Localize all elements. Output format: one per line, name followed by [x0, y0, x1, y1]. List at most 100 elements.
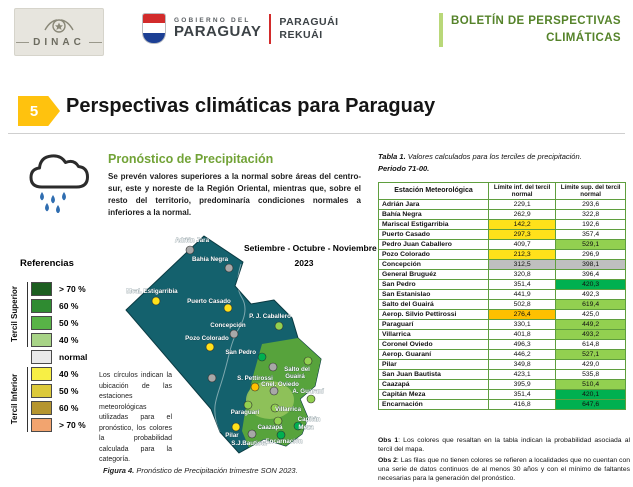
legend-swatch	[31, 418, 52, 432]
table-header-row: Estación Meteorológica Límite inf. del t…	[378, 181, 626, 201]
limit-sup-cell: 619,4	[555, 299, 626, 311]
station-dot-cnel-oviedo	[269, 386, 279, 396]
limit-sup-cell: 425,0	[555, 309, 626, 321]
limit-sup-cell: 296,9	[555, 249, 626, 261]
limit-sup-cell: 357,4	[555, 229, 626, 241]
obs2-text: : Las filas que no tienen colores se ref…	[378, 457, 631, 483]
station-label: Encarnación	[265, 438, 302, 445]
station-name-cell: Pozo Colorado	[378, 249, 489, 261]
station-name-cell: San Pedro	[378, 279, 489, 291]
dinac-label: DINAC	[33, 36, 85, 48]
station-name-cell: Caazapá	[378, 379, 489, 391]
dinac-rule-right	[88, 41, 102, 43]
table-row: Aerop. Guaraní 446,2 527,1	[378, 349, 626, 361]
limit-sup-cell: 527,1	[555, 349, 626, 361]
legend-item: normal	[31, 350, 87, 364]
station-dot-gral-bruguez	[207, 373, 217, 383]
limit-inf-cell: 446,2	[487, 349, 557, 361]
station-name-cell: Salto del Guairá	[378, 299, 489, 311]
gov-line-big: PARAGUAY	[174, 22, 262, 40]
above-normal-light-patch	[246, 381, 294, 419]
dinac-emblem-icon	[44, 18, 74, 33]
legend-item: > 70 %	[31, 282, 87, 296]
limit-inf-cell: 330,1	[487, 319, 557, 331]
station-name-cell: Pedro Juan Caballero	[378, 239, 489, 251]
station-label: Pilar	[225, 432, 239, 439]
gov-right-line2: REKUÁI	[279, 28, 323, 41]
table-row: Pozo Colorado 212,3 296,9	[378, 249, 626, 261]
station-name-cell: San Juan Bautista	[378, 369, 489, 381]
table-row: Coronel Oviedo 496,3 614,8	[378, 339, 626, 351]
limit-inf-cell: 351,4	[487, 279, 557, 291]
title-divider	[8, 133, 625, 134]
station-dot-mcal-estigarribia	[151, 296, 161, 306]
obs1-label: Obs 1	[378, 437, 399, 444]
station-label: Puerto Casado	[187, 298, 231, 305]
header-limit-sup: Límite sup. del tercil normal	[555, 181, 626, 201]
obs2-label: Obs 2	[378, 457, 397, 464]
legend-label: 60 %	[59, 403, 79, 413]
gov-line-small: GOBIERNO DEL	[174, 16, 251, 24]
station-dot-encarnacion	[276, 430, 286, 440]
legend-label: 60 %	[59, 301, 79, 311]
station-name-cell: Encarnación	[378, 399, 489, 411]
table-row: Puerto Casado 297,3 357,4	[378, 229, 626, 241]
limit-sup-cell: 510,4	[555, 379, 626, 391]
stations-layer: Adrián Jara Bahía Negra Mcal. Estigarribia…	[126, 237, 324, 448]
table-row: Pedro Juan Caballero 409,7 529,1	[378, 239, 626, 251]
tercil-inferior-label: Tercil Inferior	[10, 373, 19, 425]
table-row: Caazapá 395,9 510,4	[378, 379, 626, 391]
station-name-cell: Capitán Meza	[378, 389, 489, 401]
station-label: Salto del	[284, 366, 310, 373]
legend-swatch	[31, 333, 52, 347]
station-label: Adrián Jara	[175, 237, 210, 244]
limit-sup-cell: 398,1	[555, 259, 626, 271]
precipitation-terciles-table: Estación Meteorológica Límite inf. del t…	[378, 181, 626, 411]
tercil-inferior-axis-line	[27, 367, 28, 432]
legend-swatch	[31, 282, 52, 296]
station-dot-concepcion	[229, 329, 239, 339]
limit-inf-cell: 502,8	[487, 299, 557, 311]
table-row: Salto del Guairá 502,8 619,4	[378, 299, 626, 311]
limit-inf-cell: 423,1	[487, 369, 557, 381]
legend-label: 40 %	[59, 369, 79, 379]
station-label: Villarrica	[275, 406, 302, 413]
station-label: Caazapá	[257, 424, 283, 431]
forecast-body: Se prevén valores superiores a la normal…	[108, 172, 361, 217]
station-name-cell: Adrián Jara	[378, 199, 489, 211]
legend-item: 40 %	[31, 367, 87, 381]
station-dot-pilar	[231, 422, 241, 432]
station-dot-salto-del-guaira	[303, 356, 313, 366]
station-name-cell: Paraguarí	[378, 319, 489, 331]
station-dot-pedro-juan-caballero	[274, 321, 284, 331]
dinac-logo: DINAC	[14, 8, 104, 56]
station-dot-paraguari	[243, 400, 253, 410]
limit-sup-cell: 396,4	[555, 269, 626, 281]
station-name-cell: Puerto Casado	[378, 229, 489, 241]
paraguay-flag-shield-icon	[142, 13, 166, 44]
legend-swatch	[31, 401, 52, 415]
section-number-badge: 5	[18, 96, 60, 126]
bulletin-title: BOLETÍN DE PERSPECTIVAS CLIMÁTICAS	[438, 13, 621, 48]
table-row: Villarrica 401,8 493,2	[378, 329, 626, 341]
limit-sup-cell: 647,6	[555, 399, 626, 411]
table-caption-number: Tabla 1.	[378, 152, 406, 161]
station-dot-aerop-silvio-pettirossi	[250, 382, 260, 392]
forecast-heading: Pronóstico de Precipitación	[108, 152, 274, 166]
period-months: Setiembre - Octubre - Noviembre	[244, 243, 377, 253]
station-label: S. Pettirossi	[237, 375, 273, 382]
station-label: P. J. Caballero	[249, 313, 291, 320]
station-dot-san-pedro	[257, 352, 267, 362]
legend-item: 50 %	[31, 316, 87, 330]
station-dot-capitan-meza	[293, 421, 303, 431]
paraguay-map: Adrián Jara Bahía Negra Mcal. Estigarribia…	[112, 228, 364, 466]
figure-caption-text: Pronóstico de Precipitación trimestre SO…	[134, 466, 298, 475]
limit-inf-cell: 395,9	[487, 379, 557, 391]
tercil-superior-axis-line	[27, 282, 28, 347]
table-row: Encarnación 416,8 647,6	[378, 399, 626, 411]
legend-item: 60 %	[31, 401, 87, 415]
legend-swatch	[31, 384, 52, 398]
station-name-cell: Aerop. Silvio Pettirossi	[378, 309, 489, 321]
limit-sup-cell: 535,8	[555, 369, 626, 381]
station-name-cell: Villarrica	[378, 329, 489, 341]
